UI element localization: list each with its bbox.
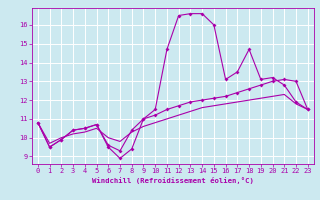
X-axis label: Windchill (Refroidissement éolien,°C): Windchill (Refroidissement éolien,°C) (92, 177, 254, 184)
